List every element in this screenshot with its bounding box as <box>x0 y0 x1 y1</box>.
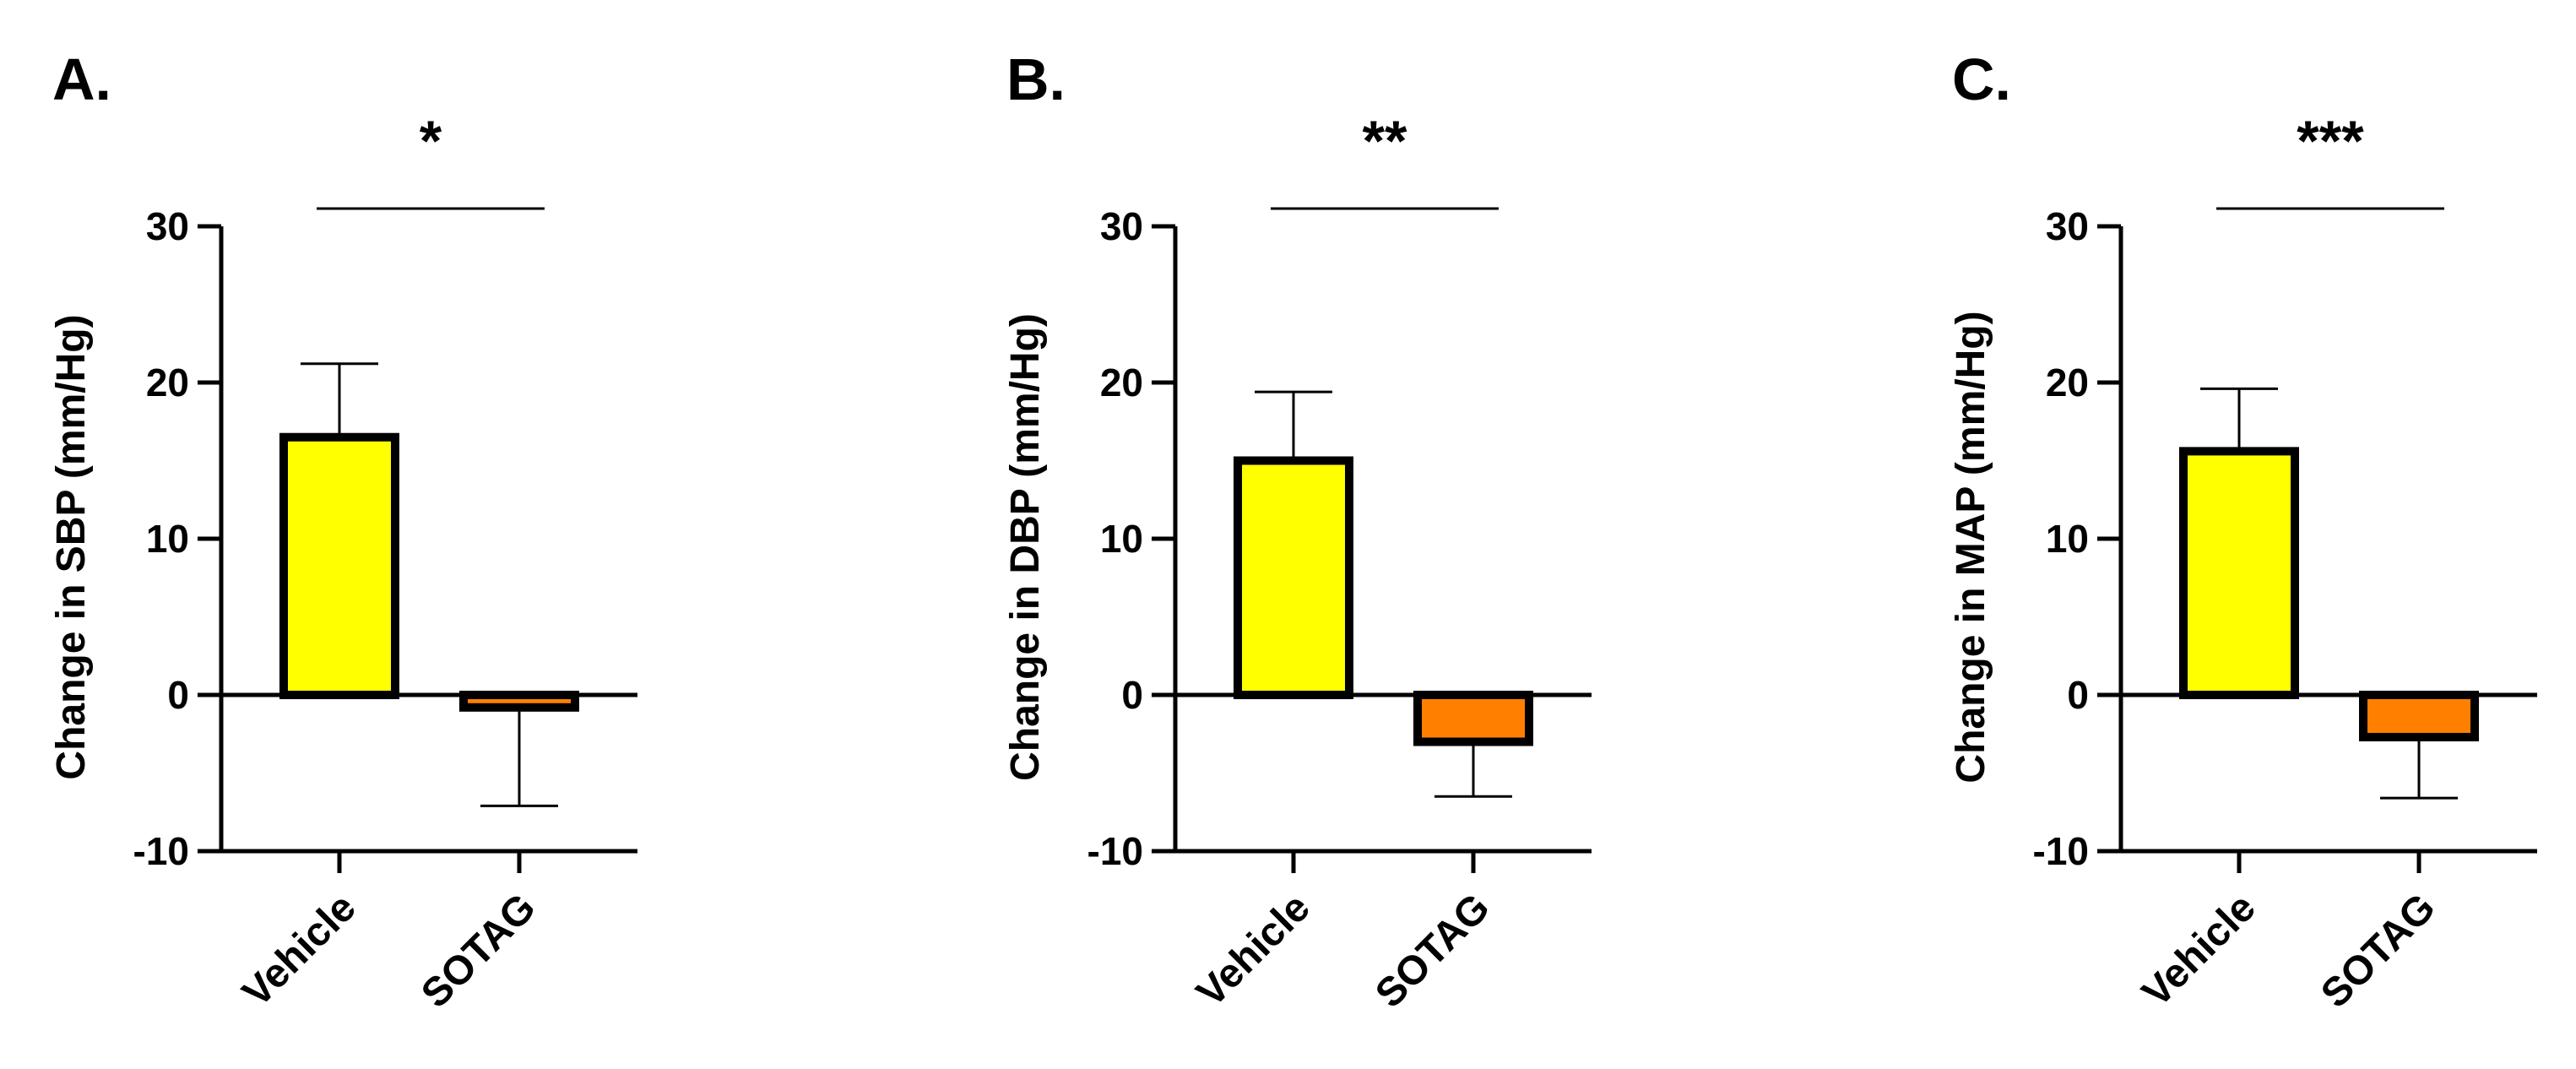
y-tick-label: 20 <box>2046 361 2089 404</box>
chart-panel-1: A. -10 0 10 20 30 Vehicle SOTAG Change in SBP (m… <box>49 46 637 1017</box>
y-tick-label: 0 <box>167 673 189 717</box>
y-tick-label: 30 <box>1100 204 1143 248</box>
x-category-label: Vehicle <box>234 885 364 1015</box>
y-tick-label: 20 <box>1100 361 1143 404</box>
y-tick-label: 0 <box>1121 673 1143 717</box>
bar-sotag <box>459 691 579 712</box>
y-tick-label: -10 <box>133 829 189 873</box>
bar-sotag <box>1413 691 1533 746</box>
y-tick-label: 10 <box>146 517 189 561</box>
significance-stars: ** <box>1363 109 1407 173</box>
y-tick-label: 30 <box>146 204 189 248</box>
y-tick-label: -10 <box>1087 829 1143 873</box>
y-tick-label: 0 <box>2067 673 2089 717</box>
panel-label: C. <box>1952 46 2011 112</box>
y-tick-label: 10 <box>1100 517 1143 561</box>
chart-panel-3: C. -10 0 10 20 30 Vehicle SOTAG Change in MAP (m… <box>1949 46 2537 1017</box>
x-category-label: SOTAG <box>413 885 545 1017</box>
y-axis-title: Change in DBP (mm/Hg) <box>1003 313 1048 781</box>
x-category-label: SOTAG <box>2313 885 2444 1017</box>
significance-stars: *** <box>2297 109 2364 173</box>
y-tick-label: 30 <box>2046 204 2089 248</box>
y-axis-title: Change in MAP (mm/Hg) <box>1949 311 1993 783</box>
x-category-label: Vehicle <box>2134 885 2264 1015</box>
y-tick-label: 20 <box>146 361 189 404</box>
x-category-label: Vehicle <box>1188 885 1318 1015</box>
bar-sotag <box>2359 691 2479 741</box>
panel-label: A. <box>52 46 111 112</box>
y-tick-label: -10 <box>2033 829 2089 873</box>
x-category-label: SOTAG <box>1367 885 1499 1017</box>
y-axis-title: Change in SBP (mm/Hg) <box>49 314 94 779</box>
chart-panel-2: B. -10 0 10 20 30 Vehicle SOTAG Change in DBP (m… <box>1003 46 1592 1017</box>
bar-vehicle <box>1234 456 1353 699</box>
bar-vehicle <box>2179 447 2299 700</box>
panel-label: B. <box>1006 46 1066 112</box>
y-tick-label: 10 <box>2046 517 2089 561</box>
significance-stars: * <box>420 109 442 173</box>
bar-vehicle <box>279 432 399 699</box>
